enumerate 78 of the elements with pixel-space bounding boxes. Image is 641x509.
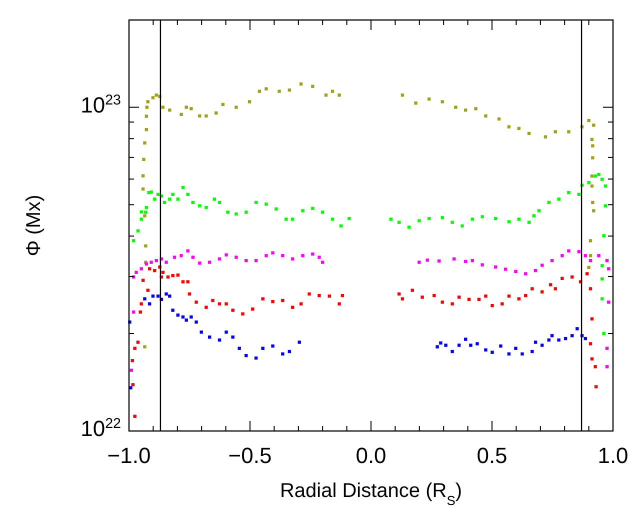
point xyxy=(560,254,564,258)
point xyxy=(464,338,468,341)
point xyxy=(311,252,314,256)
point xyxy=(231,336,234,339)
x-tick-label: 1.0 xyxy=(598,443,628,468)
point xyxy=(180,254,183,258)
point xyxy=(557,338,560,342)
point xyxy=(271,344,274,348)
point xyxy=(190,315,193,319)
point xyxy=(318,256,321,259)
point xyxy=(576,327,579,330)
point xyxy=(577,250,580,254)
point xyxy=(261,346,264,350)
point xyxy=(168,294,172,298)
y-axis-title: Φ (Mx) xyxy=(23,194,45,256)
point xyxy=(224,330,228,334)
point xyxy=(281,352,284,356)
point xyxy=(171,308,174,312)
point xyxy=(134,270,138,274)
point xyxy=(436,345,439,348)
point xyxy=(426,258,429,262)
point xyxy=(264,254,268,258)
point xyxy=(504,268,508,271)
point xyxy=(597,254,600,258)
x-tick-label: 0.5 xyxy=(476,443,508,468)
point xyxy=(418,260,421,264)
point xyxy=(514,270,518,274)
point xyxy=(540,264,544,267)
x-axis-title: Radial Distance (R$_{S}$) xyxy=(280,480,462,508)
point xyxy=(530,350,534,354)
point xyxy=(584,254,588,258)
point xyxy=(234,256,238,259)
point xyxy=(450,350,454,354)
point xyxy=(281,254,284,258)
point xyxy=(321,260,324,264)
point xyxy=(484,348,488,352)
point xyxy=(186,249,190,252)
point xyxy=(129,386,132,390)
point xyxy=(194,320,198,324)
point xyxy=(271,251,274,254)
point xyxy=(499,344,502,348)
point xyxy=(143,297,146,300)
point xyxy=(480,263,484,266)
point xyxy=(607,267,610,270)
point xyxy=(164,260,168,264)
x-tick-label: −0.5 xyxy=(228,443,272,468)
point xyxy=(524,272,528,276)
point xyxy=(520,352,524,356)
point xyxy=(439,341,442,345)
point xyxy=(567,249,570,252)
point xyxy=(607,300,610,304)
y-tick-label: 10$^{23}$ xyxy=(80,92,122,118)
point xyxy=(469,344,472,347)
point xyxy=(490,350,494,354)
point xyxy=(298,340,301,344)
point xyxy=(198,262,202,265)
point xyxy=(514,346,518,350)
point xyxy=(140,267,143,270)
x-tick-label: 0.0 xyxy=(356,443,386,468)
point xyxy=(164,292,168,296)
point xyxy=(540,344,544,347)
point xyxy=(224,253,228,256)
point xyxy=(208,260,212,264)
point xyxy=(550,334,554,338)
point xyxy=(154,259,158,262)
point xyxy=(605,365,609,368)
point xyxy=(457,344,461,347)
point xyxy=(570,334,574,338)
point xyxy=(301,254,304,258)
point xyxy=(191,256,194,259)
point xyxy=(172,256,176,259)
point xyxy=(150,260,153,264)
point xyxy=(130,368,134,372)
point xyxy=(444,344,448,347)
x-tick-label: −1.0 xyxy=(107,443,151,468)
point xyxy=(534,340,538,344)
point xyxy=(476,342,479,346)
y-tick-label: 10$^{22}$ xyxy=(80,416,122,441)
